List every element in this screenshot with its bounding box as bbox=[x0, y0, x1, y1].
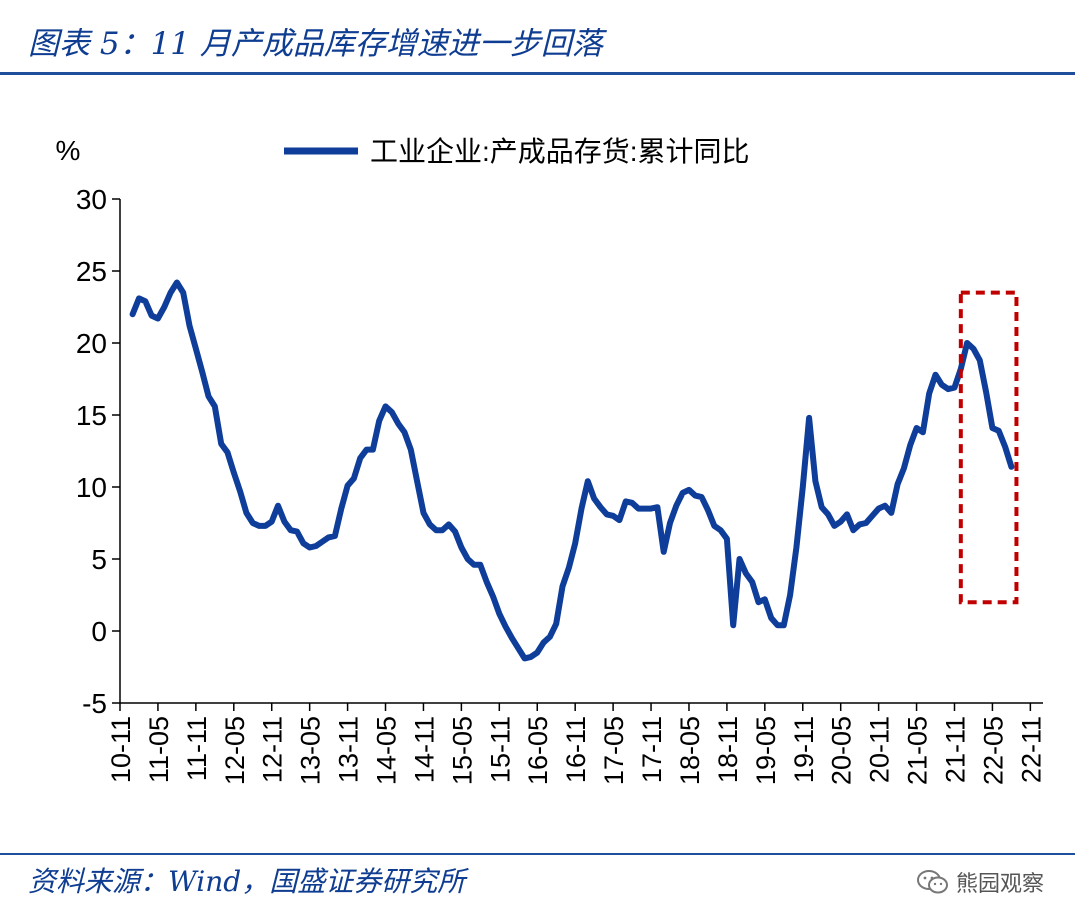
x-tick-label: 16-05 bbox=[523, 716, 553, 785]
x-tick-label: 17-11 bbox=[637, 716, 667, 783]
legend-label: 工业企业:产成品存货:累计同比 bbox=[370, 136, 750, 167]
x-tick-label: 21-05 bbox=[903, 716, 933, 785]
x-tick-label: 14-05 bbox=[372, 716, 402, 785]
y-axis-unit-label: % bbox=[56, 135, 81, 166]
x-tick-label: 19-05 bbox=[751, 716, 781, 785]
y-tick-label: 5 bbox=[91, 544, 107, 575]
x-tick-label: 20-05 bbox=[827, 716, 857, 785]
x-tick-label: 22-05 bbox=[978, 716, 1008, 785]
x-tick-label: 21-11 bbox=[940, 716, 970, 783]
y-tick-label: 10 bbox=[76, 472, 107, 503]
series-layer bbox=[129, 279, 1015, 662]
y-tick-label: -5 bbox=[82, 688, 107, 719]
highlight-box bbox=[958, 290, 1019, 605]
y-tick-label: 20 bbox=[76, 328, 107, 359]
x-tick-label: 10-11 bbox=[106, 716, 136, 783]
y-tick-label: 30 bbox=[76, 184, 107, 215]
annotation-layer bbox=[958, 290, 1019, 605]
x-tick-label: 20-11 bbox=[865, 716, 895, 783]
x-tick-label: 12-05 bbox=[220, 716, 250, 785]
x-tick-label: 15-11 bbox=[485, 716, 515, 783]
x-tick-label: 12-11 bbox=[258, 716, 288, 783]
line-chart: -5 0 5 10 15 20 25 30% 10-11 11-05 11-11 12-05 12-1… bbox=[56, 135, 1047, 785]
y-tick-label: 25 bbox=[76, 256, 107, 287]
y-tick-label: 0 bbox=[91, 616, 107, 647]
x-tick-label: 17-05 bbox=[599, 716, 629, 785]
x-tick-label: 13-11 bbox=[334, 716, 364, 783]
x-tick-label: 22-11 bbox=[1016, 716, 1046, 783]
footer-divider bbox=[0, 853, 1075, 855]
x-tick-label: 13-05 bbox=[296, 716, 326, 785]
watermark-label: 熊园观察 bbox=[955, 872, 1044, 897]
y-axis: -5 0 5 10 15 20 25 30% bbox=[56, 135, 121, 719]
x-tick-label: 11-11 bbox=[182, 716, 212, 781]
wechat-icon bbox=[916, 870, 948, 894]
header-divider bbox=[0, 72, 1075, 75]
x-tick-label: 18-11 bbox=[713, 716, 743, 783]
watermark: 熊园观察 bbox=[916, 866, 1044, 898]
chart-figure-title: 图表 5：11 月产成品库存增速进一步回落 bbox=[28, 26, 603, 62]
x-tick-label: 16-11 bbox=[561, 716, 591, 783]
x-tick-label: 15-05 bbox=[447, 716, 477, 785]
x-tick-label: 14-11 bbox=[409, 716, 439, 783]
x-tick-label: 19-11 bbox=[789, 716, 819, 783]
y-tick-label: 15 bbox=[76, 400, 107, 431]
x-tick-label: 11-05 bbox=[144, 716, 174, 783]
source-note: 资料来源：Wind，国盛证券研究所 bbox=[28, 865, 466, 898]
x-axis: 10-11 11-05 11-11 12-05 12-11 13-05 13-11 14-05… bbox=[106, 702, 1046, 785]
series-line bbox=[129, 279, 1015, 662]
legend: 工业企业:产成品存货:累计同比 bbox=[284, 136, 750, 167]
x-tick-label: 18-05 bbox=[675, 716, 705, 785]
